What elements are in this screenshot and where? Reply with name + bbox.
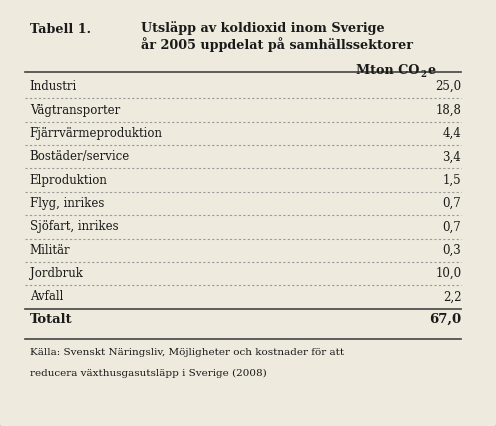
Text: 18,8: 18,8 [435,104,461,116]
Text: 2: 2 [420,69,426,78]
Text: Utsläpp av koldioxid inom Sverige: Utsläpp av koldioxid inom Sverige [141,21,385,35]
Text: Avfall: Avfall [30,290,63,303]
Text: 4,4: 4,4 [442,127,461,140]
Text: 10,0: 10,0 [435,266,461,279]
Text: Tabell 1.: Tabell 1. [30,23,91,36]
Text: Källa: Svenskt Näringsliv, Möjligheter och kostnader för att: Källa: Svenskt Näringsliv, Möjligheter o… [30,347,344,356]
Text: Bostäder/service: Bostäder/service [30,150,130,163]
Text: Mton CO: Mton CO [356,64,419,77]
Text: Vägtransporter: Vägtransporter [30,104,120,116]
Text: 67,0: 67,0 [429,312,461,325]
Text: 0,7: 0,7 [442,196,461,210]
Text: 3,4: 3,4 [442,150,461,163]
Text: år 2005 uppdelat på samhällssektorer: år 2005 uppdelat på samhällssektorer [141,37,413,52]
Text: reducera växthusgasutsläpp i Sverige (2008): reducera växthusgasutsläpp i Sverige (20… [30,368,266,377]
Text: 0,3: 0,3 [442,243,461,256]
Text: Totalt: Totalt [30,312,72,325]
Text: Militär: Militär [30,243,70,256]
Text: Industri: Industri [30,80,77,93]
Text: 2,2: 2,2 [443,290,461,303]
Text: Flyg, inrikes: Flyg, inrikes [30,196,104,210]
Text: e: e [428,64,435,77]
Text: 1,5: 1,5 [442,173,461,186]
Text: Fjärrvärmeproduktion: Fjärrvärmeproduktion [30,127,163,140]
Text: 25,0: 25,0 [435,80,461,93]
Text: Jordbruk: Jordbruk [30,266,83,279]
Text: Sjöfart, inrikes: Sjöfart, inrikes [30,220,119,233]
Text: Elproduktion: Elproduktion [30,173,108,186]
Text: 0,7: 0,7 [442,220,461,233]
